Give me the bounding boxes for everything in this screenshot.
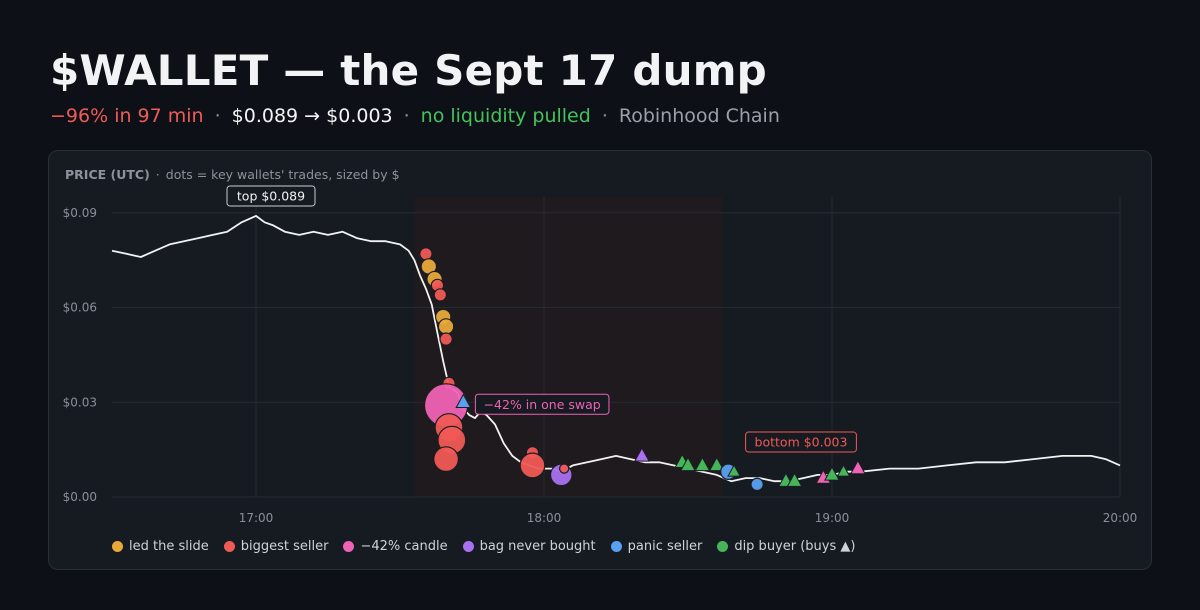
trade-triangle-dip <box>836 464 851 477</box>
legend-swatch <box>223 541 235 552</box>
trade-triangle-dip <box>708 456 725 472</box>
chart-panel-label: PRICE (UTC) · dots = key wallets' trades, … <box>65 167 400 182</box>
legend-item-candle: −42% candle <box>343 539 448 554</box>
x-tick-label: 20:00 <box>1103 511 1138 525</box>
chart-panel-title: PRICE (UTC) <box>65 167 150 182</box>
trade-triangle-dip <box>680 456 696 472</box>
annotation-label: top $0.089 <box>237 188 305 203</box>
annotation-label: bottom $0.003 <box>755 435 848 450</box>
trade-dot-seller <box>519 452 546 479</box>
trade-dot-panic <box>750 477 764 492</box>
trade-dot-seller <box>433 446 459 473</box>
y-tick-label: $0.03 <box>63 395 97 409</box>
trade-triangle-dip <box>786 472 803 487</box>
trade-triangle-panic <box>455 393 472 408</box>
trade-dot-seller <box>439 332 453 346</box>
legend-label: biggest seller <box>240 539 329 554</box>
x-tick-label: 18:00 <box>527 511 562 525</box>
chart-panel-separator: · <box>155 167 160 182</box>
annotation-box <box>226 185 316 207</box>
stat-liquidity: no liquidity pulled <box>420 105 591 127</box>
legend-label: led the slide <box>129 539 209 554</box>
stat-price: $0.089 → $0.003 <box>231 105 393 127</box>
annotation-box <box>474 393 610 415</box>
stat-chain: Robinhood Chain <box>618 105 780 127</box>
legend-swatch <box>462 541 474 552</box>
stat-separator: · <box>601 105 608 127</box>
legend-item-bag: bag never bought <box>462 539 596 554</box>
dump-window-band <box>414 197 723 497</box>
legend-swatch <box>343 541 355 552</box>
legend-swatch <box>610 541 622 552</box>
legend-item-panic: panic seller <box>610 539 703 554</box>
stat-separator: · <box>214 105 221 127</box>
trade-triangle-dip <box>727 464 741 477</box>
legend-label: −42% candle <box>360 539 448 554</box>
legend-swatch <box>717 541 729 552</box>
stat-separator: · <box>403 105 410 127</box>
legend-label: panic seller <box>627 539 703 554</box>
stat-drop: −96% in 97 min <box>50 105 204 127</box>
annotation-box <box>745 431 857 453</box>
chart-legend: led the slide biggest seller −42% candle ba… <box>112 539 855 554</box>
y-tick-label: $0.09 <box>63 206 97 220</box>
legend-label: dip buyer (buys ▲) <box>734 539 856 554</box>
page-title: $WALLET — the Sept 17 dump <box>50 46 767 95</box>
trade-dot-seller <box>419 247 433 261</box>
y-tick-label: $0.06 <box>63 301 97 315</box>
stats-row: −96% in 97 min · $0.089 → $0.003 · no liquid… <box>50 105 780 127</box>
trade-triangle-bag <box>633 447 650 462</box>
trade-dot-led <box>437 318 455 335</box>
trade-triangle-dip <box>824 466 840 481</box>
legend-swatch <box>112 541 123 552</box>
trade-triangle-candle <box>849 459 866 475</box>
x-tick-label: 17:00 <box>239 511 274 525</box>
trade-dot-seller <box>559 463 570 474</box>
legend-label: bag never bought <box>479 539 596 554</box>
x-tick-label: 19:00 <box>815 511 850 525</box>
chart-panel-note: dots = key wallets' trades, sized by $ <box>165 167 400 182</box>
legend-item-dip: dip buyer (buys ▲) <box>717 539 855 554</box>
trade-dot-seller <box>433 288 448 302</box>
y-tick-label: $0.00 <box>63 490 97 504</box>
legend-item-seller: biggest seller <box>223 539 329 554</box>
trade-triangle-dip <box>694 456 711 472</box>
legend-item-led: led the slide <box>112 539 209 554</box>
annotation-label: −42% in one swap <box>484 397 601 412</box>
